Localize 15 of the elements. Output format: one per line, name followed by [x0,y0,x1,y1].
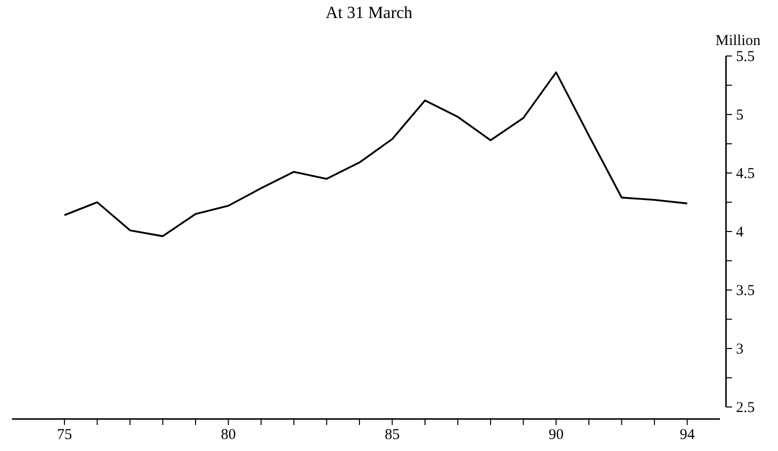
line-series [64,71,688,238]
y-tick-label: 2.5 [736,400,755,416]
y-tick-label: 3.5 [736,283,755,299]
y-tick-label: 5 [736,108,744,124]
y-tick-label: 4 [736,224,744,240]
x-tick-label: 80 [220,427,236,443]
chart-title: At 31 March [326,3,413,22]
x-tick-label: 90 [548,427,564,443]
x-tick-label: 85 [384,427,400,443]
y-tick-label: 3 [736,342,744,358]
y-axis-title: Million [715,33,761,49]
x-tick-label: 75 [56,427,72,443]
y-tick-label: 5.5 [736,49,755,65]
x-tick-label: 94 [680,427,696,443]
y-tick-label: 4.5 [736,166,755,182]
